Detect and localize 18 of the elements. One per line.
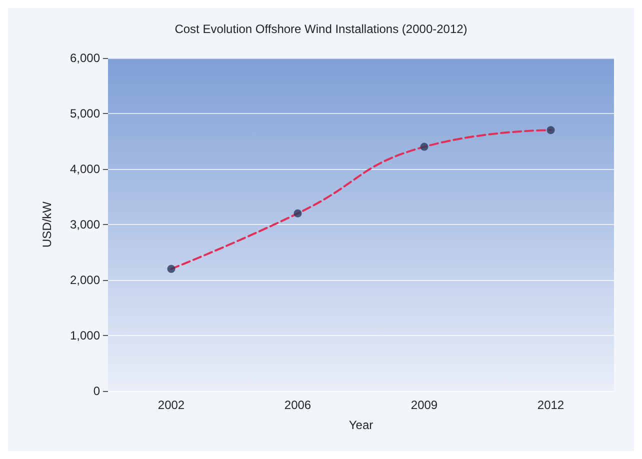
x-tick-label: 2006: [284, 398, 312, 412]
y-tick-label: 2,000: [70, 273, 100, 287]
x-tick-label: 2002: [158, 398, 185, 412]
point: [167, 264, 176, 273]
y-axis-title: USD/kW: [40, 200, 54, 248]
x-tick-label: 2009: [410, 398, 438, 412]
x-tick-label: 2012: [537, 398, 564, 412]
point: [294, 209, 302, 218]
y-tick-label: 1,000: [70, 328, 100, 342]
chart-title: Cost Evolution Offshore Wind Installations (2000-2012): [174, 22, 468, 36]
y-tick-label: 0: [93, 384, 100, 398]
y-tick-label: 3,000: [70, 218, 100, 232]
x-axis-title: Year: [348, 418, 374, 432]
y-tick-label: 5,000: [70, 106, 100, 120]
point: [546, 126, 555, 134]
y-tick-label: 6,000: [70, 51, 100, 65]
y-tick-label: 4,000: [70, 162, 100, 176]
point: [420, 142, 428, 151]
